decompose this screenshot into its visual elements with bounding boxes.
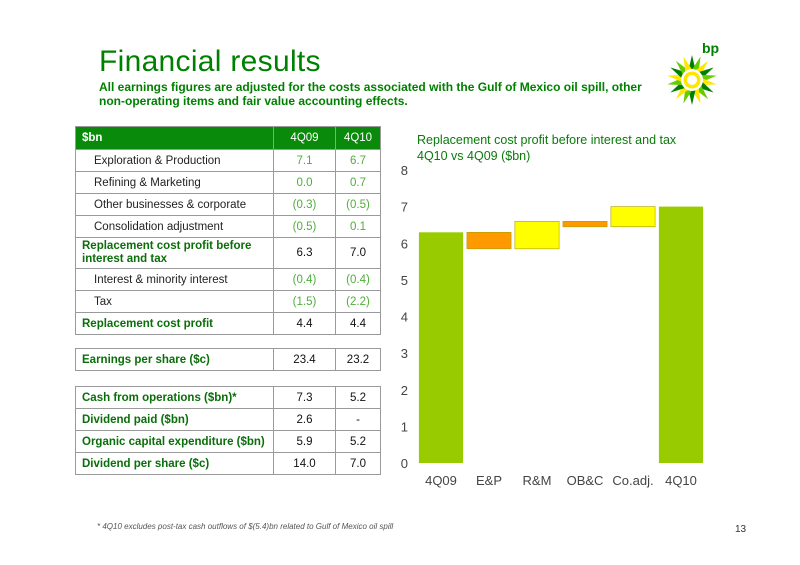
row-label: Cash from operations ($bn)* bbox=[75, 386, 274, 409]
table-row: Exploration & Production 7.1 6.7 bbox=[75, 149, 381, 172]
y-tick-label: 3 bbox=[401, 346, 408, 361]
header-4q09: 4Q09 bbox=[273, 126, 336, 150]
row-value-4q10: 7.0 bbox=[335, 452, 381, 475]
y-tick-label: 7 bbox=[401, 200, 408, 215]
bp-logo-text: bp bbox=[702, 40, 719, 56]
table-row: Dividend per share ($c) 14.0 7.0 bbox=[75, 452, 381, 475]
logo-ray bbox=[683, 56, 692, 72]
table-row-total: Replacement cost profit 4.4 4.4 bbox=[75, 312, 381, 335]
x-tick-label: 4Q09 bbox=[425, 473, 457, 488]
y-tick-label: 1 bbox=[401, 419, 408, 434]
y-tick-label: 5 bbox=[401, 273, 408, 288]
y-tick-label: 8 bbox=[401, 163, 408, 178]
y-tick-label: 6 bbox=[401, 236, 408, 251]
row-value-4q09: 7.3 bbox=[273, 386, 336, 409]
row-label: Dividend per share ($c) bbox=[75, 452, 274, 475]
logo-ray bbox=[683, 88, 692, 104]
earnings-table: $bn 4Q09 4Q10 Exploration & Production 7… bbox=[75, 126, 381, 335]
row-value-4q10: 4.4 bbox=[335, 312, 381, 335]
row-label: Exploration & Production bbox=[75, 149, 274, 172]
bp-logo: bp bbox=[664, 40, 726, 106]
header-4q10: 4Q10 bbox=[335, 126, 381, 150]
row-label: Replacement cost profit bbox=[75, 312, 274, 335]
logo-ray bbox=[667, 74, 683, 82]
y-tick-label: 4 bbox=[401, 310, 408, 325]
table-row: Consolidation adjustment (0.5) 0.1 bbox=[75, 215, 381, 238]
row-label: Other businesses & corporate bbox=[75, 193, 274, 216]
row-label: Replacement cost profit before interest … bbox=[75, 237, 274, 269]
page-number: 13 bbox=[735, 524, 747, 535]
logo-ray bbox=[695, 60, 709, 75]
logo-ray bbox=[701, 78, 717, 86]
y-tick-label: 2 bbox=[401, 383, 408, 398]
x-tick-label: E&P bbox=[476, 473, 502, 488]
row-label: Earnings per share ($c) bbox=[75, 348, 274, 371]
bar-r-m bbox=[514, 221, 560, 250]
page-title: Financial results bbox=[99, 45, 321, 78]
cash-table: Cash from operations ($bn)* 7.3 5.2 Divi… bbox=[75, 386, 381, 475]
table-row: Earnings per share ($c) 23.4 23.2 bbox=[75, 348, 381, 371]
page-subtitle: All earnings figures are adjusted for th… bbox=[99, 80, 642, 108]
bar-4q09 bbox=[418, 232, 464, 463]
row-value-4q09: 4.4 bbox=[273, 312, 336, 335]
header-unit: $bn bbox=[75, 126, 274, 150]
logo-ray bbox=[688, 55, 696, 70]
logo-ray bbox=[670, 67, 686, 79]
chart-title: Replacement cost profit before interest … bbox=[417, 132, 747, 164]
row-label: Dividend paid ($bn) bbox=[75, 408, 274, 431]
table-row: Cash from operations ($bn)* 7.3 5.2 bbox=[75, 386, 381, 409]
chart-title-line2: 4Q10 vs 4Q09 ($bn) bbox=[417, 149, 531, 163]
bar-e-p bbox=[466, 232, 512, 250]
table-row-subtotal: Replacement cost profit before interest … bbox=[75, 237, 381, 269]
y-tick-label: 0 bbox=[401, 456, 408, 471]
row-value-4q10: 7.0 bbox=[335, 237, 381, 269]
chart-title-line1: Replacement cost profit before interest … bbox=[417, 133, 677, 147]
eps-table: Earnings per share ($c) 23.4 23.2 bbox=[75, 348, 381, 371]
logo-ray bbox=[675, 60, 689, 75]
logo-ray bbox=[698, 81, 714, 93]
logo-ray bbox=[695, 85, 709, 100]
logo-ray bbox=[675, 85, 689, 100]
x-tick-label: Co.adj. bbox=[612, 473, 653, 488]
x-tick-label: OB&C bbox=[567, 473, 604, 488]
row-value-4q10: 23.2 bbox=[335, 348, 381, 371]
bar-4q10 bbox=[658, 206, 704, 463]
row-value-4q09: 0.0 bbox=[273, 171, 336, 194]
logo-ray bbox=[692, 56, 701, 72]
logo-ray bbox=[688, 90, 696, 105]
x-tick-label: 4Q10 bbox=[665, 473, 697, 488]
bar-co-adj bbox=[610, 206, 656, 228]
x-tick-label: R&M bbox=[523, 473, 552, 488]
footnote: * 4Q10 excludes post-tax cash outflows o… bbox=[97, 522, 394, 531]
row-label: Organic capital expenditure ($bn) bbox=[75, 430, 274, 453]
row-value-4q09: 23.4 bbox=[273, 348, 336, 371]
table-row: Dividend paid ($bn) 2.6 - bbox=[75, 408, 381, 431]
row-value-4q10: 0.7 bbox=[335, 171, 381, 194]
row-label: Consolidation adjustment bbox=[75, 215, 274, 238]
table-row: Refining & Marketing 0.0 0.7 bbox=[75, 171, 381, 194]
table-header-row: $bn 4Q09 4Q10 bbox=[75, 126, 381, 150]
bar-ob-c bbox=[562, 221, 608, 228]
